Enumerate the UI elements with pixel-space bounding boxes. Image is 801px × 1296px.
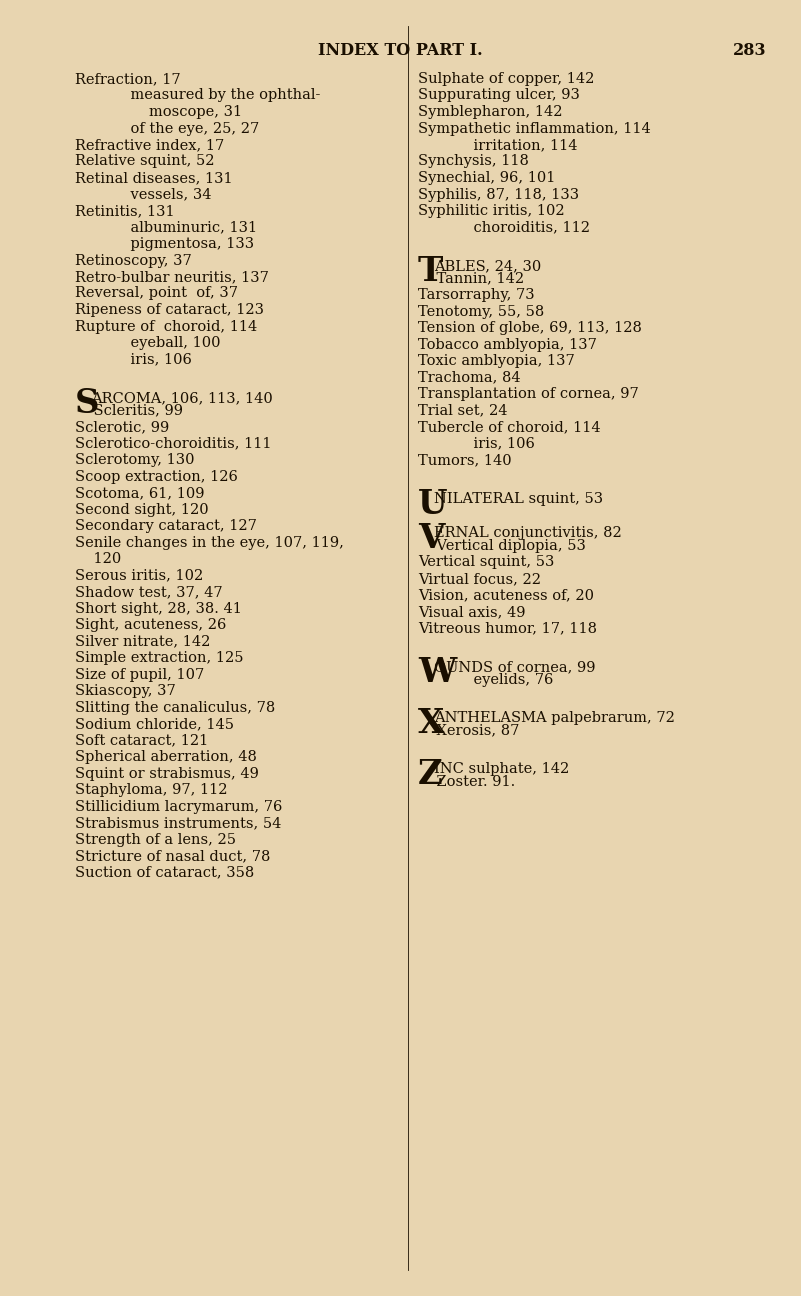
Text: Tobacco amblyopia, 137: Tobacco amblyopia, 137 <box>418 338 597 351</box>
Text: eyelids, 76: eyelids, 76 <box>418 673 553 687</box>
Text: Z: Z <box>418 758 443 792</box>
Text: Trial set, 24: Trial set, 24 <box>418 403 508 417</box>
Text: Synchysis, 118: Synchysis, 118 <box>418 154 529 168</box>
Text: choroiditis, 112: choroiditis, 112 <box>418 220 590 235</box>
Text: of the eye, 25, 27: of the eye, 25, 27 <box>75 122 260 136</box>
Text: NILATERAL squint, 53: NILATERAL squint, 53 <box>434 491 603 505</box>
Text: Tumors, 140: Tumors, 140 <box>418 454 512 467</box>
Text: Trachoma, 84: Trachoma, 84 <box>418 371 521 385</box>
Text: Vertical squint, 53: Vertical squint, 53 <box>418 556 554 569</box>
Text: U: U <box>418 487 448 521</box>
Text: vessels, 34: vessels, 34 <box>75 188 211 201</box>
Text: OUNDS of cornea, 99: OUNDS of cornea, 99 <box>434 660 595 674</box>
Text: ARCOMA, 106, 113, 140: ARCOMA, 106, 113, 140 <box>91 391 273 406</box>
Text: Retinoscopy, 37: Retinoscopy, 37 <box>75 254 191 267</box>
Text: Retinitis, 131: Retinitis, 131 <box>75 203 175 218</box>
Text: Size of pupil, 107: Size of pupil, 107 <box>75 667 204 682</box>
Text: irritation, 114: irritation, 114 <box>418 137 578 152</box>
Text: Sclerotico-choroiditis, 111: Sclerotico-choroiditis, 111 <box>75 437 272 451</box>
Text: Zoster. 91.: Zoster. 91. <box>418 775 515 789</box>
Text: 120: 120 <box>75 552 121 566</box>
Text: pigmentosa, 133: pigmentosa, 133 <box>75 237 254 251</box>
Text: Visual axis, 49: Visual axis, 49 <box>418 605 525 619</box>
Text: X: X <box>418 708 445 740</box>
Text: Strength of a lens, 25: Strength of a lens, 25 <box>75 832 236 846</box>
Text: ERNAL conjunctivitis, 82: ERNAL conjunctivitis, 82 <box>434 526 622 540</box>
Text: Tarsorraphy, 73: Tarsorraphy, 73 <box>418 288 534 302</box>
Text: Syphilis, 87, 118, 133: Syphilis, 87, 118, 133 <box>418 188 579 201</box>
Text: moscope, 31: moscope, 31 <box>75 105 242 119</box>
Text: Vertical diplopia, 53: Vertical diplopia, 53 <box>418 539 586 553</box>
Text: Second sight, 120: Second sight, 120 <box>75 503 208 517</box>
Text: INDEX TO PART I.: INDEX TO PART I. <box>318 41 483 60</box>
Text: Scleritis, 99: Scleritis, 99 <box>75 403 183 417</box>
Text: Scotoma, 61, 109: Scotoma, 61, 109 <box>75 486 204 500</box>
Text: measured by the ophthal-: measured by the ophthal- <box>75 88 320 102</box>
Text: Slitting the canaliculus, 78: Slitting the canaliculus, 78 <box>75 701 276 714</box>
Text: Senile changes in the eye, 107, 119,: Senile changes in the eye, 107, 119, <box>75 535 344 550</box>
Text: Rupture of  choroid, 114: Rupture of choroid, 114 <box>75 320 257 333</box>
Text: Xerosis, 87: Xerosis, 87 <box>418 723 519 737</box>
Text: T: T <box>418 255 444 288</box>
Text: Sympathetic inflammation, 114: Sympathetic inflammation, 114 <box>418 122 650 136</box>
Text: Sulphate of copper, 142: Sulphate of copper, 142 <box>418 73 594 86</box>
Text: Scoop extraction, 126: Scoop extraction, 126 <box>75 469 238 483</box>
Text: Reversal, point  of, 37: Reversal, point of, 37 <box>75 286 238 301</box>
Text: Serous iritis, 102: Serous iritis, 102 <box>75 569 203 583</box>
Text: Tubercle of choroid, 114: Tubercle of choroid, 114 <box>418 420 601 434</box>
Text: ANTHELASMA palpebrarum, 72: ANTHELASMA palpebrarum, 72 <box>434 712 675 726</box>
Text: Staphyloma, 97, 112: Staphyloma, 97, 112 <box>75 783 227 797</box>
Text: eyeball, 100: eyeball, 100 <box>75 336 220 350</box>
Text: Simple extraction, 125: Simple extraction, 125 <box>75 651 244 665</box>
Text: Sclerotic, 99: Sclerotic, 99 <box>75 420 169 434</box>
Text: Virtual focus, 22: Virtual focus, 22 <box>418 572 541 586</box>
Text: Squint or strabismus, 49: Squint or strabismus, 49 <box>75 767 259 780</box>
Text: Stricture of nasal duct, 78: Stricture of nasal duct, 78 <box>75 849 271 863</box>
Text: Tannin, 142: Tannin, 142 <box>418 272 524 285</box>
Text: Relative squint, 52: Relative squint, 52 <box>75 154 215 168</box>
Text: Refraction, 17: Refraction, 17 <box>75 73 180 86</box>
Text: Skiascopy, 37: Skiascopy, 37 <box>75 684 175 699</box>
Text: Transplantation of cornea, 97: Transplantation of cornea, 97 <box>418 388 638 402</box>
Text: Refractive index, 17: Refractive index, 17 <box>75 137 224 152</box>
Text: Suppurating ulcer, 93: Suppurating ulcer, 93 <box>418 88 580 102</box>
Text: Symblepharon, 142: Symblepharon, 142 <box>418 105 562 119</box>
Text: Vision, acuteness of, 20: Vision, acuteness of, 20 <box>418 588 594 603</box>
Text: Spherical aberration, 48: Spherical aberration, 48 <box>75 750 257 765</box>
Text: Sodium chloride, 145: Sodium chloride, 145 <box>75 717 234 731</box>
Text: W: W <box>418 656 457 689</box>
Text: Retro-bulbar neuritis, 137: Retro-bulbar neuritis, 137 <box>75 270 269 284</box>
Text: Synechial, 96, 101: Synechial, 96, 101 <box>418 171 555 185</box>
Text: Short sight, 28, 38. 41: Short sight, 28, 38. 41 <box>75 601 242 616</box>
Text: iris, 106: iris, 106 <box>418 437 535 451</box>
Text: S: S <box>75 388 99 420</box>
Text: Vitreous humor, 17, 118: Vitreous humor, 17, 118 <box>418 622 597 635</box>
Text: INC sulphate, 142: INC sulphate, 142 <box>434 762 570 776</box>
Text: Syphilitic iritis, 102: Syphilitic iritis, 102 <box>418 203 565 218</box>
Text: Sight, acuteness, 26: Sight, acuteness, 26 <box>75 618 227 632</box>
Text: Retinal diseases, 131: Retinal diseases, 131 <box>75 171 232 185</box>
Text: Suction of cataract, 358: Suction of cataract, 358 <box>75 866 254 880</box>
Text: Tenotomy, 55, 58: Tenotomy, 55, 58 <box>418 305 544 319</box>
Text: Stillicidium lacrymarum, 76: Stillicidium lacrymarum, 76 <box>75 800 283 814</box>
Text: ABLES, 24, 30: ABLES, 24, 30 <box>434 259 541 273</box>
Text: Tension of globe, 69, 113, 128: Tension of globe, 69, 113, 128 <box>418 321 642 336</box>
Text: Soft cataract, 121: Soft cataract, 121 <box>75 734 208 748</box>
Text: V: V <box>418 522 445 556</box>
Text: albuminuric, 131: albuminuric, 131 <box>75 220 257 235</box>
Text: Ripeness of cataract, 123: Ripeness of cataract, 123 <box>75 303 264 318</box>
Text: iris, 106: iris, 106 <box>75 353 192 367</box>
Text: Silver nitrate, 142: Silver nitrate, 142 <box>75 635 211 649</box>
Text: Shadow test, 37, 47: Shadow test, 37, 47 <box>75 586 223 599</box>
Text: Toxic amblyopia, 137: Toxic amblyopia, 137 <box>418 354 575 368</box>
Text: Strabismus instruments, 54: Strabismus instruments, 54 <box>75 816 281 831</box>
Text: Secondary cataract, 127: Secondary cataract, 127 <box>75 520 257 533</box>
Text: 283: 283 <box>732 41 766 60</box>
Text: Sclerotomy, 130: Sclerotomy, 130 <box>75 454 195 467</box>
